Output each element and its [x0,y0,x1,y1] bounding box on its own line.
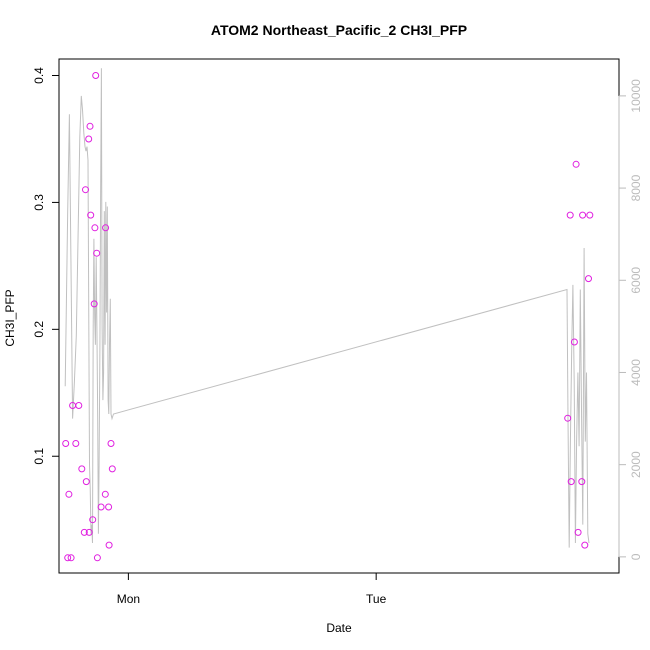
data-point [82,478,90,486]
data-point [97,503,105,511]
data-point [86,122,94,130]
chart-title: ATOM2 Northeast_Pacific_2 CH3I_PFP [211,22,467,38]
y-axis-label: CH3I_PFP [3,289,17,346]
data-point [65,490,73,498]
x-axis: Mon Tue [117,573,387,606]
left-y-axis: 0.1 0.2 0.3 0.4 [32,67,59,465]
data-point [581,541,589,549]
data-point [585,275,592,283]
series-line [64,68,590,548]
x-tick-label: Mon [117,592,140,606]
data-point [93,554,101,562]
data-point [578,478,586,486]
data-point [93,249,101,257]
data-point [570,338,578,346]
data-point [105,541,113,549]
x-tick-label: Tue [366,592,387,606]
data-point [85,135,93,143]
data-point [78,465,86,473]
data-point [567,478,575,486]
data-point [85,528,93,536]
data-point [574,528,582,536]
y-tick-label: 0.1 [32,448,46,465]
data-point [108,465,116,473]
data-point [64,554,72,562]
y-tick-label: 0.2 [32,321,46,338]
y-tick-label: 0.4 [32,67,46,84]
right-y-axis: 0 2000 4000 6000 8000 10000 [618,79,643,560]
y2-tick-label: 2000 [629,451,643,478]
data-point [579,211,587,219]
data-point [72,440,80,447]
data-point [75,402,83,409]
data-point [62,440,70,447]
data-point [566,211,574,219]
y2-tick-label: 6000 [629,267,643,294]
y2-tick-label: 4000 [629,359,643,386]
data-point [90,300,98,308]
y-tick-label: 0.3 [32,194,46,211]
series-line-path [64,68,590,548]
data-point [67,554,75,562]
data-point [572,160,580,168]
x-axis-label: Date [326,621,352,635]
data-point [105,503,113,511]
data-point [586,211,594,219]
data-point [92,72,100,79]
data-point [91,224,99,232]
series-points [62,72,594,562]
data-point [102,224,110,232]
data-point [107,440,115,447]
data-point [80,528,88,536]
y2-tick-label: 8000 [629,174,643,201]
data-point [82,186,89,194]
data-point [89,516,97,524]
data-point [87,211,95,219]
data-point [564,414,572,422]
y2-tick-label: 10000 [629,79,643,113]
y2-tick-label: 0 [629,553,643,560]
data-point [101,490,109,498]
